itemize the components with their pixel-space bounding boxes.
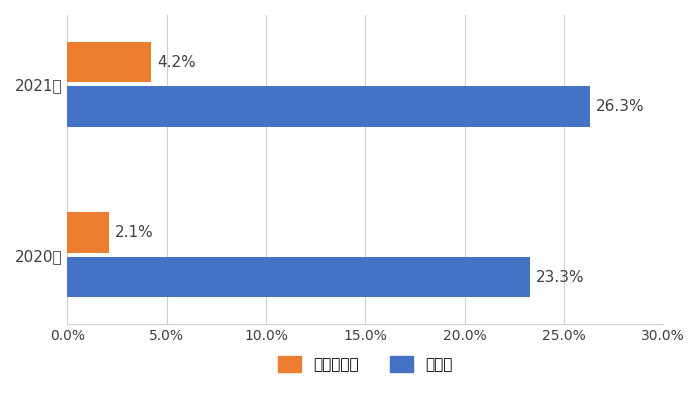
Legend: テレワーク, コロナ: テレワーク, コロナ [279, 356, 452, 372]
Text: 4.2%: 4.2% [157, 54, 195, 70]
Text: 2.1%: 2.1% [115, 225, 154, 240]
Bar [67, 212, 109, 253]
Bar [67, 42, 151, 82]
Bar [67, 86, 589, 127]
Text: 26.3%: 26.3% [596, 99, 644, 114]
Text: 23.3%: 23.3% [536, 270, 584, 285]
Bar [67, 257, 530, 297]
